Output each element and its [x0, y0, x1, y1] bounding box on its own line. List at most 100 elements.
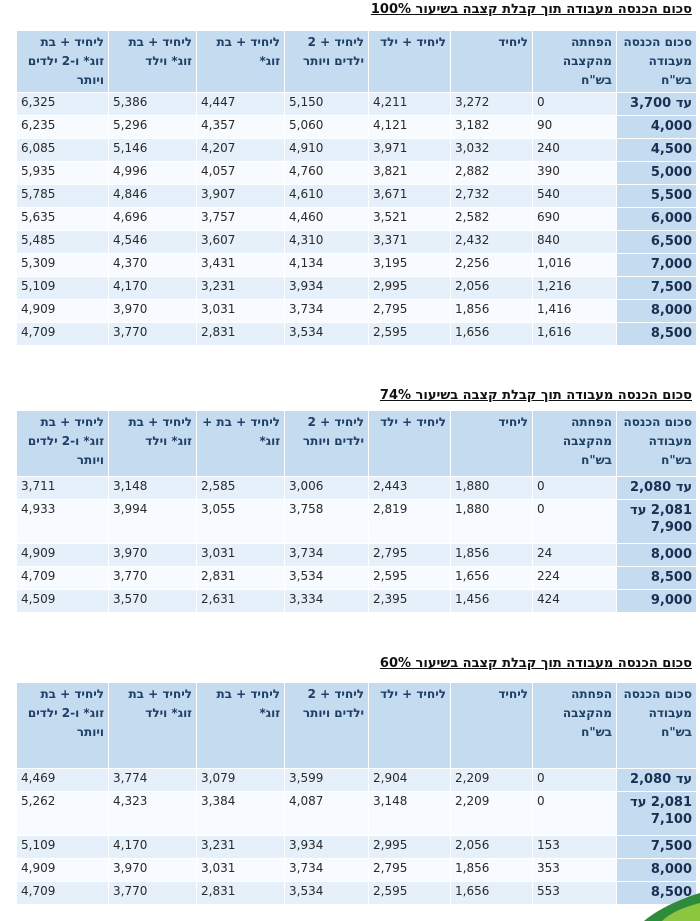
value-cell: 3,734 [284, 858, 369, 882]
value-cell: 2,819 [368, 499, 451, 544]
value-cell: 3,770 [108, 881, 197, 905]
value-cell: 4,170 [108, 835, 197, 859]
table-row: 7,000 1,016 2,256 3,195 4,134 3,431 4,37… [16, 253, 697, 277]
value-cell: 4,546 [108, 230, 197, 254]
value-cell: 3,521 [368, 207, 451, 231]
value-cell: 3,534 [284, 322, 369, 346]
benefit-table-60: סכום הכנסה מעבודה בש"ח הפחתה מהקצבה בש"ח… [16, 682, 697, 905]
col-header-single-2children: ליחיד + 2 ילדים ויותר [284, 682, 369, 769]
table-row: 8,500 224 1,656 2,595 3,534 2,831 3,770 … [16, 566, 697, 590]
col-header-couple-child: ליחיד + בת זוג* וילד [108, 410, 197, 477]
value-cell: 5,109 [16, 835, 109, 859]
value-cell: 3,758 [284, 499, 369, 544]
value-cell: 3,079 [196, 768, 285, 792]
value-cell: 2,395 [368, 589, 451, 613]
value-cell: 4,087 [284, 791, 369, 836]
value-cell: 4,469 [16, 768, 109, 792]
value-cell: 6,235 [16, 115, 109, 139]
income-cell: 2,081 עד 7,900 [616, 499, 697, 544]
section-title: סכום הכנסה מעבודה תוך קבלת קצבה בשיעור 1… [370, 2, 692, 17]
value-cell: 1,656 [450, 566, 533, 590]
value-cell: 4,310 [284, 230, 369, 254]
value-cell: 2,432 [450, 230, 533, 254]
table-row: 7,500 153 2,056 2,995 3,934 3,231 4,170 … [16, 835, 697, 859]
value-cell: 6,325 [16, 92, 109, 116]
income-cell: 7,500 [616, 276, 697, 300]
income-cell: 5,500 [616, 184, 697, 208]
col-header-single-child: ליחיד + ילד [368, 30, 451, 93]
income-cell: 6,500 [616, 230, 697, 254]
value-cell: 1,456 [450, 589, 533, 613]
col-header-couple: ליחיד + בת זוג* [196, 682, 285, 769]
value-cell: 3,907 [196, 184, 285, 208]
value-cell: 1,656 [450, 322, 533, 346]
value-cell: 3,570 [108, 589, 197, 613]
value-cell: 4,909 [16, 543, 109, 567]
value-cell: 4,323 [108, 791, 197, 836]
col-header-income: סכום הכנסה מעבודה בש"ח [616, 30, 697, 93]
value-cell: 3,031 [196, 543, 285, 567]
value-cell: 224 [532, 566, 617, 590]
value-cell: 553 [532, 881, 617, 905]
value-cell: 3,970 [108, 299, 197, 323]
col-header-single: ליחיד [450, 30, 533, 93]
table-row: 7,500 1,216 2,056 2,995 3,934 3,231 4,17… [16, 276, 697, 300]
value-cell: 3,734 [284, 299, 369, 323]
table-row: 9,000 424 1,456 2,395 3,334 2,631 3,570 … [16, 589, 697, 613]
value-cell: 0 [532, 768, 617, 792]
value-cell: 5,935 [16, 161, 109, 185]
value-cell: 2,595 [368, 881, 451, 905]
value-cell: 1,856 [450, 543, 533, 567]
value-cell: 4,909 [16, 299, 109, 323]
value-cell: 4,709 [16, 881, 109, 905]
value-cell: 3,671 [368, 184, 451, 208]
value-cell: 3,231 [196, 276, 285, 300]
value-cell: 3,971 [368, 138, 451, 162]
value-cell: 0 [532, 791, 617, 836]
value-cell: 390 [532, 161, 617, 185]
value-cell: 2,882 [450, 161, 533, 185]
value-cell: 3,770 [108, 322, 197, 346]
value-cell: 2,795 [368, 299, 451, 323]
value-cell: 24 [532, 543, 617, 567]
value-cell: 1,856 [450, 858, 533, 882]
col-header-couple-2children: ליחיד + בת זוג* ו-2 ילדים ויותר [16, 30, 109, 93]
col-header-single-2children: ליחיד + 2 ילדים ויותר [284, 30, 369, 93]
value-cell: 4,370 [108, 253, 197, 277]
income-cell: עד 3,700 [616, 92, 697, 116]
value-cell: 3,032 [450, 138, 533, 162]
value-cell: 2,209 [450, 768, 533, 792]
col-header-single-child: ליחיד + ילד [368, 410, 451, 477]
col-header-income: סכום הכנסה מעבודה בש"ח [616, 682, 697, 769]
table-row: 4,500 240 3,032 3,971 4,910 4,207 5,146 … [16, 138, 697, 162]
value-cell: 3,821 [368, 161, 451, 185]
header-row: סכום הכנסה מעבודה בש"ח הפחתה מהקצבה בש"ח… [16, 30, 697, 93]
value-cell: 0 [532, 476, 617, 500]
value-cell: 1,416 [532, 299, 617, 323]
value-cell: 2,209 [450, 791, 533, 836]
table-row: עד 2,080 0 2,209 2,904 3,599 3,079 3,774… [16, 768, 697, 792]
value-cell: 4,709 [16, 322, 109, 346]
income-cell: 6,000 [616, 207, 697, 231]
value-cell: 5,262 [16, 791, 109, 836]
value-cell: 3,148 [108, 476, 197, 500]
value-cell: 3,148 [368, 791, 451, 836]
value-cell: 3,970 [108, 858, 197, 882]
value-cell: 2,256 [450, 253, 533, 277]
value-cell: 353 [532, 858, 617, 882]
col-header-single-2children: ליחיד + 2 ילדים ויותר [284, 410, 369, 477]
table-row: 2,081 עד 7,100 0 2,209 3,148 4,087 3,384… [16, 791, 697, 836]
value-cell: 2,595 [368, 566, 451, 590]
header-row: סכום הכנסה מעבודה בש"ח הפחתה מהקצבה בש"ח… [16, 682, 697, 769]
value-cell: 5,785 [16, 184, 109, 208]
value-cell: 2,795 [368, 543, 451, 567]
income-cell: 8,500 [616, 322, 697, 346]
col-header-income: סכום הכנסה מעבודה בש"ח [616, 410, 697, 477]
income-cell: 9,000 [616, 589, 697, 613]
value-cell: 5,309 [16, 253, 109, 277]
value-cell: 2,443 [368, 476, 451, 500]
value-cell: 3,231 [196, 835, 285, 859]
value-cell: 3,734 [284, 543, 369, 567]
value-cell: 3,607 [196, 230, 285, 254]
section-title: סכום הכנסה מעבודה תוך קבלת קצבה בשיעור 6… [379, 656, 692, 671]
